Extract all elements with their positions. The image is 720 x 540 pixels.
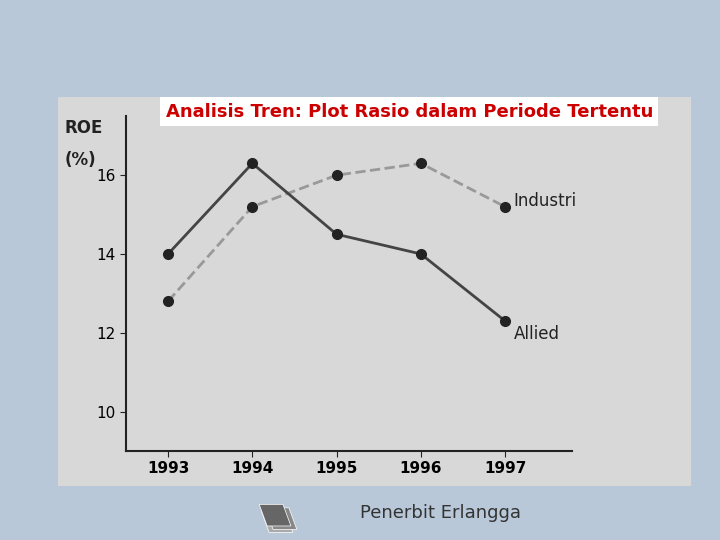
Text: Allied: Allied — [513, 325, 559, 343]
Text: (%): (%) — [65, 151, 96, 169]
Polygon shape — [265, 508, 297, 529]
Text: Penerbit Erlangga: Penerbit Erlangga — [360, 504, 521, 522]
Text: Industri: Industri — [513, 192, 577, 210]
Text: ROE: ROE — [65, 119, 103, 137]
Polygon shape — [261, 511, 293, 532]
Polygon shape — [259, 504, 291, 526]
Text: Analisis Tren: Plot Rasio dalam Periode Tertentu: Analisis Tren: Plot Rasio dalam Periode … — [166, 103, 653, 120]
